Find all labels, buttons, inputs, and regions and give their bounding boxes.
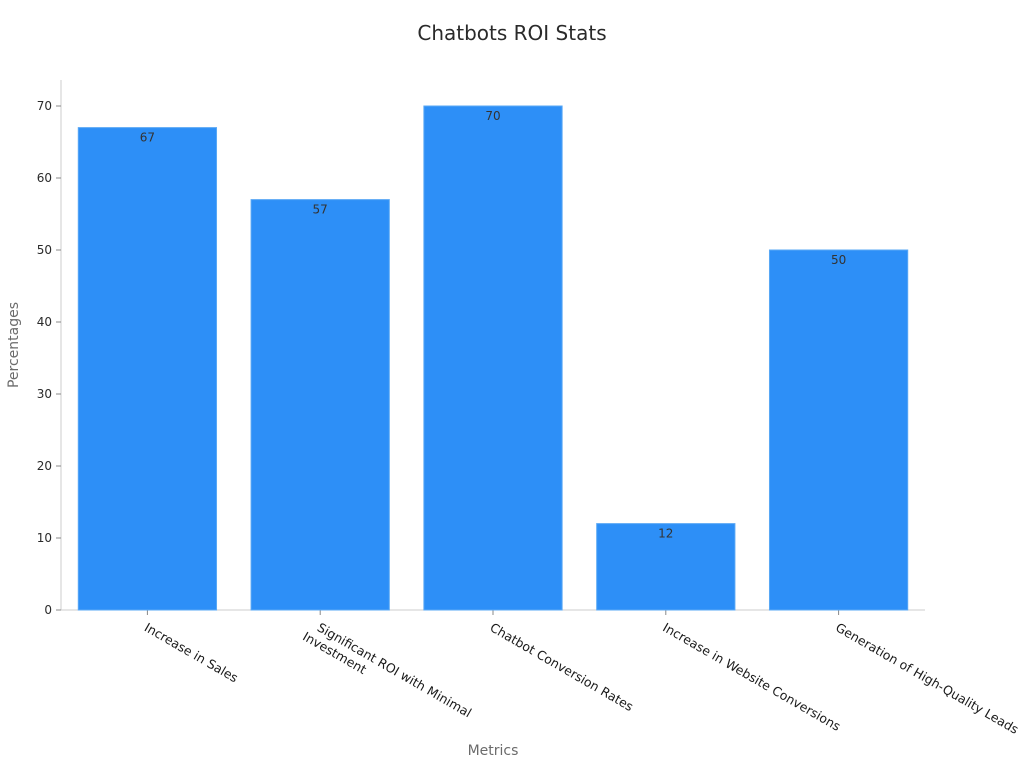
category-labels: Increase in Sales Significant ROI with Mi… <box>142 616 1021 737</box>
bar <box>250 199 390 611</box>
bar <box>768 249 909 611</box>
y-tick-label: 70 <box>37 99 52 113</box>
x-tick-label: Chatbot Conversion Rates <box>488 620 637 714</box>
y-tick-label: 40 <box>37 315 52 329</box>
bar <box>77 127 218 611</box>
y-tick-label: 50 <box>37 243 52 257</box>
chart-title: Chatbots ROI Stats <box>417 21 606 45</box>
x-axis-label: Metrics <box>468 743 519 759</box>
y-tick-label: 30 <box>37 387 52 401</box>
data-label: 57 <box>313 203 328 217</box>
bars: 67 57 70 12 50 <box>77 105 909 611</box>
y-tick-label: 10 <box>37 531 52 545</box>
x-tick-label: Increase in Sales <box>142 620 241 686</box>
x-tick-label: Generation of High-Quality Leads <box>833 620 1021 737</box>
bar <box>596 523 736 611</box>
y-tick-label: 20 <box>37 459 52 473</box>
y-tick-label: 60 <box>37 171 52 185</box>
data-label: 70 <box>485 109 500 123</box>
data-label: 50 <box>831 253 846 267</box>
y-tick-label: 0 <box>44 603 52 617</box>
bar <box>423 105 563 611</box>
data-label: 67 <box>140 131 155 145</box>
x-tick-label: Increase in Website Conversions <box>660 620 843 734</box>
x-tick-label: Significant ROI with MinimalInvestment <box>300 616 474 734</box>
y-axis-label: Percentages <box>6 302 22 388</box>
data-label: 12 <box>658 527 673 541</box>
